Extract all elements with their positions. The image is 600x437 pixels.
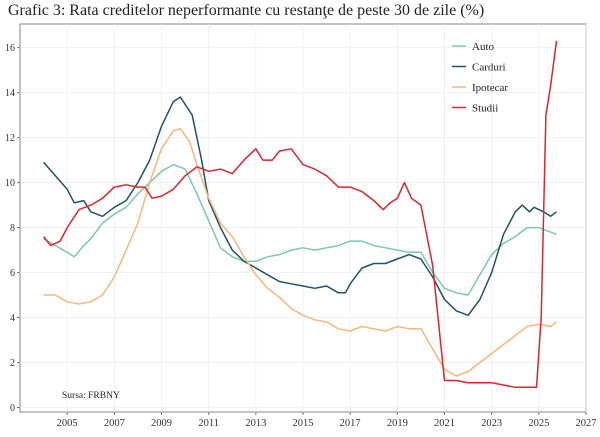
y-tick-label: 14 [5, 88, 15, 99]
x-tick-label: 2013 [245, 418, 266, 429]
y-tick-label: 0 [10, 403, 15, 414]
x-tick-label: 2005 [57, 418, 78, 429]
x-tick-label: 2025 [528, 418, 549, 429]
legend-label-auto: Auto [472, 41, 495, 53]
legend-label-ipotecar: Ipotecar [472, 82, 508, 94]
series-line-carduri [43, 96, 557, 317]
x-tick-label: 2021 [434, 418, 455, 429]
x-tick-label: 2023 [481, 418, 502, 429]
series-line-ipotecar [43, 127, 557, 377]
x-tick-label: 2007 [104, 418, 125, 429]
chart-title: Grafic 3: Rata creditelor neperformante … [8, 2, 485, 19]
x-tick-label: 2011 [198, 418, 219, 429]
series-line-studii [43, 40, 558, 389]
series-line-auto [43, 163, 557, 296]
legend-label-carduri: Carduri [472, 62, 506, 74]
x-tick-label: 2027 [576, 418, 597, 429]
y-tick-label: 10 [5, 178, 15, 189]
y-tick-label: 16 [5, 43, 15, 54]
x-tick-label: 2019 [387, 418, 408, 429]
source-annotation: Sursa: FRBNY [62, 391, 120, 401]
legend-label-studii: Studii [472, 103, 498, 115]
y-tick-label: 12 [5, 133, 15, 144]
y-tick-label: 2 [10, 358, 15, 369]
x-tick-label: 2017 [340, 418, 361, 429]
y-tick-label: 4 [10, 313, 15, 324]
y-tick-label: 6 [10, 268, 15, 279]
y-tick-label: 8 [10, 223, 15, 234]
x-tick-label: 2009 [151, 418, 172, 429]
x-tick-label: 2015 [293, 418, 314, 429]
